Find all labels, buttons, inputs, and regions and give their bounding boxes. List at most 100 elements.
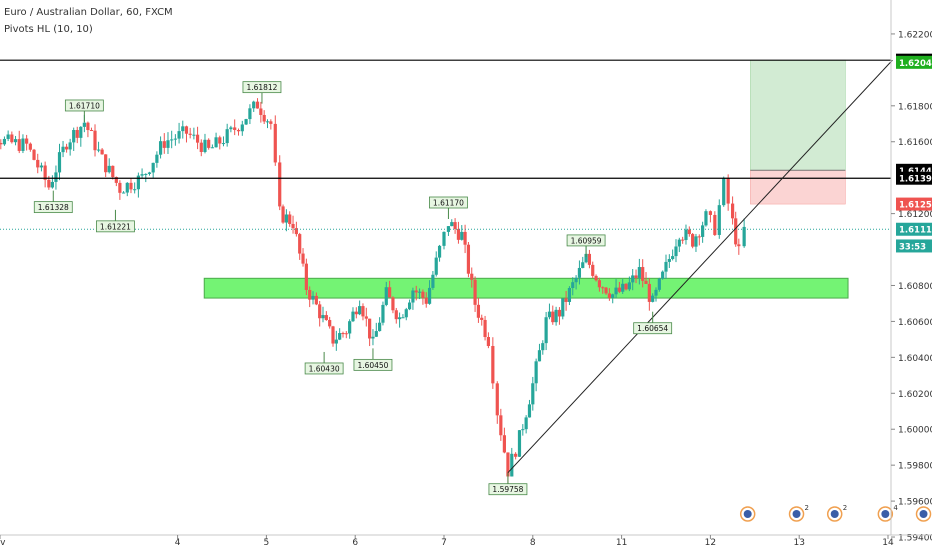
candle-body (491, 346, 494, 383)
candle-body (10, 134, 13, 142)
candle-body (325, 315, 328, 320)
candle-body (375, 331, 378, 337)
candle-body (731, 204, 734, 219)
indicator-title[interactable]: Pivots HL (10, 10) (4, 21, 173, 38)
economic-event-marker[interactable]: 2 (790, 504, 809, 521)
candle-body (133, 189, 136, 190)
candle-body (674, 246, 677, 256)
candle-body (638, 267, 641, 278)
candle-body (405, 309, 408, 317)
candle-body (381, 305, 384, 323)
candle-body (470, 274, 473, 280)
candle-body (222, 143, 225, 144)
candle-body (713, 215, 716, 235)
candle-body (510, 454, 513, 477)
candle-body (36, 160, 39, 168)
candle-body (21, 139, 24, 151)
candle-body (391, 297, 394, 310)
candle-body (538, 350, 541, 361)
candle-body (122, 193, 125, 194)
candle-body (47, 180, 50, 188)
pivot-label: 1.61812 (243, 82, 281, 104)
pivot-label-text: 1.61710 (69, 101, 100, 110)
long-position-profit-zone[interactable] (750, 60, 845, 170)
pivot-label: 1.60959 (567, 235, 605, 257)
candle-body (634, 275, 637, 278)
candle-body (651, 296, 654, 302)
candle-body (654, 290, 657, 296)
candle-body (401, 317, 404, 318)
candle-body (614, 288, 617, 295)
candle-body (108, 166, 111, 172)
candle-body (245, 119, 248, 124)
trendline[interactable] (508, 60, 893, 473)
price-axis[interactable]: 1.622001.618001.616001.612001.608001.606… (891, 0, 932, 544)
time-tick-label: ov (0, 538, 6, 548)
candle-body (163, 141, 166, 148)
pivot-label-text: 1.61812 (246, 83, 277, 92)
candle-body (256, 102, 259, 109)
candle-body (170, 139, 173, 140)
candle-body (83, 123, 86, 127)
candle-body (93, 131, 96, 151)
candle-body (97, 150, 100, 151)
candle-body (684, 230, 687, 240)
long-position-loss-zone[interactable] (750, 170, 845, 204)
candle-body (442, 232, 445, 246)
candle-body (331, 326, 334, 343)
candle-body (425, 298, 428, 304)
candle-body (308, 290, 311, 300)
price-tag-text: 1.61397 (899, 175, 932, 185)
pivot-label-text: 1.61328 (38, 203, 69, 212)
candle-body (467, 245, 470, 274)
candle-body (18, 139, 21, 151)
time-axis[interactable]: ov4567811121314 (0, 535, 932, 548)
price-tick-label: 1.59800 (898, 462, 932, 472)
candle-body (365, 316, 368, 318)
candle-body (664, 262, 667, 272)
candle-body (25, 139, 28, 144)
time-tick-label: 5 (264, 538, 270, 548)
candle-body (218, 137, 221, 143)
candle-body (86, 123, 89, 130)
candle-body (473, 280, 476, 305)
candle-body (743, 227, 746, 246)
candle-body (14, 139, 17, 142)
candle-body (480, 318, 483, 320)
candle-body (361, 306, 364, 316)
price-tick-label: 1.60800 (898, 282, 932, 292)
candle-body (259, 108, 262, 114)
price-tick-label: 1.61200 (898, 210, 932, 220)
price-tick-label: 1.59600 (898, 498, 932, 508)
economic-event-marker[interactable] (741, 507, 755, 521)
candle-body (101, 150, 104, 155)
economic-event-marker[interactable]: 4 (878, 504, 898, 521)
candle-body (207, 140, 210, 148)
candle-body (358, 306, 361, 314)
candle-body (166, 140, 169, 148)
candle-body (435, 258, 438, 275)
price-tag-text: 33:53 (899, 242, 926, 252)
candle-body (263, 115, 266, 122)
candle-body (321, 315, 324, 318)
support-zone-rectangle[interactable] (204, 278, 848, 298)
symbol-title[interactable]: Euro / Australian Dollar, 60, FXCM (4, 4, 173, 21)
candle-body (177, 131, 180, 139)
candle-body (266, 121, 269, 122)
pivot-label-text: 1.60654 (637, 324, 668, 333)
candle-body (521, 429, 524, 430)
candle-body (241, 124, 244, 131)
pivot-label: 1.61710 (65, 100, 103, 122)
candle-body (51, 182, 54, 188)
economic-event-marker[interactable]: 2 (828, 504, 847, 521)
candle-body (565, 298, 568, 302)
pivot-label: 1.61328 (34, 191, 72, 213)
candle-body (477, 305, 480, 318)
candle-body (438, 246, 441, 258)
candle-body (90, 130, 93, 131)
candle-body (54, 172, 57, 182)
candle-body (269, 121, 272, 124)
candle-body (79, 127, 82, 138)
